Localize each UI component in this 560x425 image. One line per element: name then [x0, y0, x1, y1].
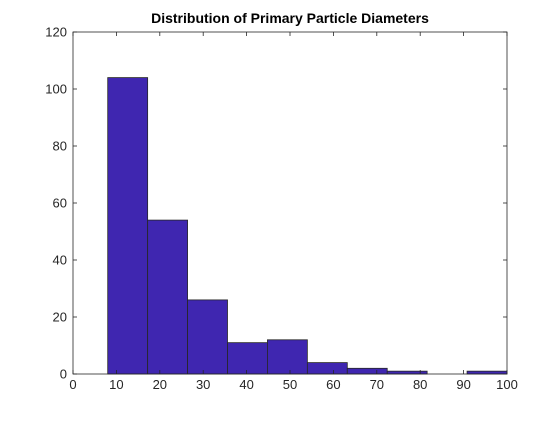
histogram-bar	[107, 77, 149, 375]
histogram-bar	[187, 299, 228, 375]
y-tick-label: 40	[53, 253, 67, 268]
histogram-bar	[267, 339, 308, 375]
histogram-bar	[346, 367, 388, 375]
y-tick-label: 20	[53, 310, 67, 325]
x-tick-label: 100	[496, 377, 518, 392]
y-ticks-group: 0 20 40 60 80 100 120	[45, 25, 507, 382]
y-tick-label: 120	[45, 25, 67, 40]
x-tick-label: 30	[196, 377, 210, 392]
x-tick-label: 20	[153, 377, 167, 392]
histogram-bar	[306, 362, 348, 375]
y-tick-label: 100	[45, 82, 67, 97]
histogram-bar	[147, 219, 188, 375]
y-tick-label: 80	[53, 139, 67, 154]
x-tick-label: 50	[283, 377, 297, 392]
x-tick-label: 90	[456, 377, 470, 392]
x-tick-label: 60	[326, 377, 340, 392]
x-tick-label: 70	[370, 377, 384, 392]
x-ticks-group: 0 10 20 30 40 50 60 70 80 90 100	[69, 32, 518, 392]
x-tick-label: 40	[239, 377, 253, 392]
chart-title: Distribution of Primary Particle Diamete…	[151, 10, 429, 26]
x-tick-label: 10	[109, 377, 123, 392]
bars-group	[107, 77, 508, 375]
axes-box	[72, 31, 508, 375]
histogram-bar	[386, 370, 428, 375]
histogram-bar	[466, 370, 508, 375]
histogram-bar	[227, 342, 268, 375]
y-tick-label: 60	[53, 196, 67, 211]
x-tick-label: 0	[69, 377, 76, 392]
x-tick-label: 80	[413, 377, 427, 392]
y-tick-label: 0	[60, 367, 67, 382]
